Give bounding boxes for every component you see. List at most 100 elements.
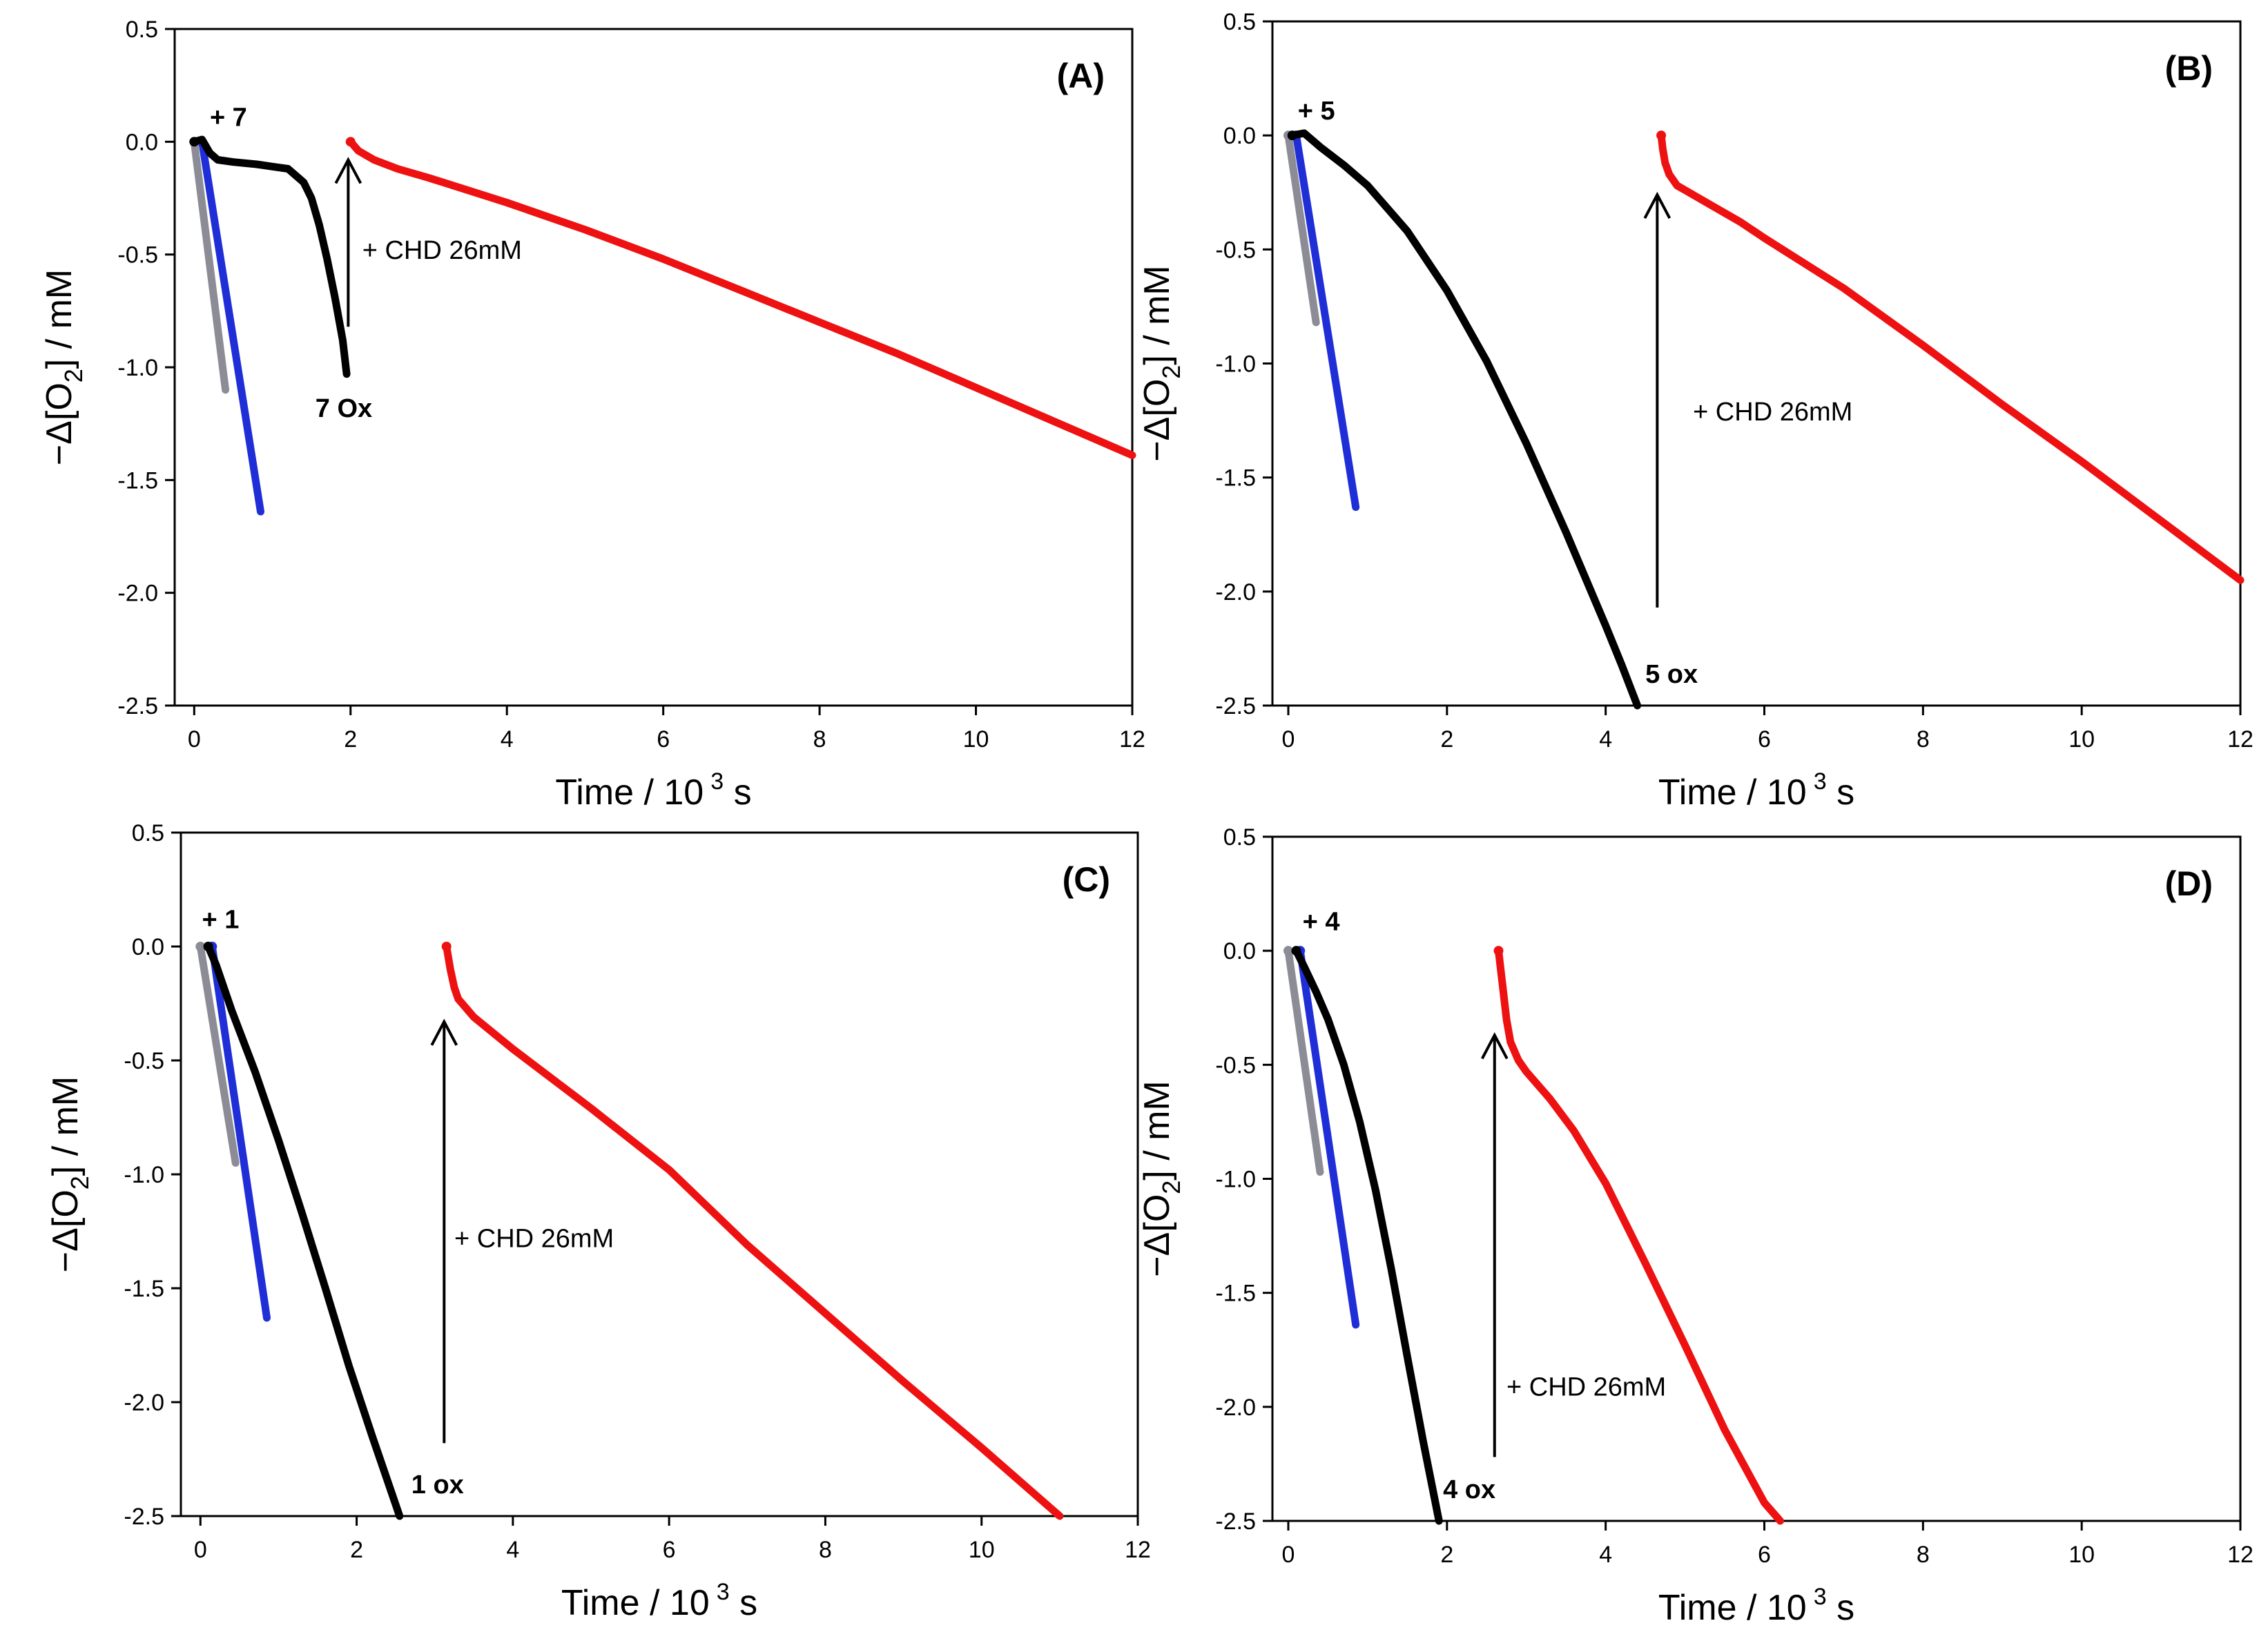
chd-arrow-head [1481,1032,1509,1060]
x-tick-label: 6 [657,726,670,753]
annotation: + 1 [202,906,240,935]
series-start-point-gray [195,942,206,951]
series-line-gray [196,942,240,1167]
x-axis-title-main: Time / 10 [555,773,704,813]
y-tick-label: 0.0 [1223,938,1256,964]
x-tick-label: 6 [663,1537,676,1563]
annotation: 5 ox [1645,660,1698,689]
x-tick-label: 8 [1917,1542,1930,1568]
x-axis-title-sup: 3 [1814,1584,1827,1610]
series-line-gray [190,137,230,394]
y-axis-title-sub: 2 [66,1176,94,1190]
y-axis-title-post: ] / mM [46,1076,86,1176]
series-line-red [1495,947,1784,1525]
x-tick-label: 4 [506,1537,519,1563]
panel-3: 0.5 0.0 -0.5 -1.0 -1.5 -2.0 -2.5 0 2 4 6 8 10 12 Time … [1137,824,2254,1628]
series-line-red [443,942,1064,1520]
series-start-point-gray [1283,946,1293,956]
series-line-blue [198,137,264,516]
panel-label: (B) [2165,49,2213,88]
panel-label: (D) [2165,864,2213,903]
x-tick-label: 8 [1917,726,1930,753]
annotation: 1 ox [411,1471,464,1499]
y-tick-label: 0.0 [132,934,164,960]
x-tick-label: 4 [1599,726,1612,753]
y-tick-label: -2.5 [1215,693,1256,719]
x-axis-title-unit: s [730,1583,757,1623]
series-start-point-red [441,942,452,951]
series-line-blue [208,942,271,1322]
series-start-point-red [1493,946,1504,956]
y-tick-label: 0.5 [1223,9,1256,35]
y-axis-title-pre: −Δ[O [1137,379,1177,462]
series-start-point-black [189,137,200,147]
y-axis-title-pre: −Δ[O [1137,1194,1177,1277]
x-tick-label: 2 [350,1537,363,1563]
x-axis-title-sup: 3 [710,768,724,795]
y-axis-title: −Δ[O2] / mM [39,269,88,465]
y-tick-label: -2.5 [1215,1508,1256,1535]
series-line-red [1657,131,2245,584]
y-axis-title-post: ] / mM [1137,1080,1177,1180]
panel-label: (C) [1063,860,1110,899]
y-axis-title: −Δ[O2] / mM [1137,265,1185,461]
series-start-point-black [1287,130,1297,141]
x-axis-title-main: Time / 10 [1658,773,1807,813]
x-tick-label: 10 [963,726,989,753]
y-tick-label: 0.5 [132,820,164,846]
annotation: + 7 [210,103,247,132]
y-tick-label: 0.0 [126,129,158,155]
x-tick-label: 0 [1282,726,1295,753]
annotation: + CHD 26mM [1506,1372,1666,1401]
y-tick-label: -1.0 [124,1162,164,1188]
x-tick-label: 2 [1440,726,1453,753]
y-tick-label: -2.0 [124,1390,164,1416]
y-tick-label: -0.5 [1215,237,1256,263]
x-tick-label: 6 [1758,1542,1771,1568]
y-axis-title-pre: −Δ[O [46,1190,86,1272]
y-tick-label: 0.0 [1223,123,1256,149]
chd-arrow-head [430,1018,458,1046]
x-tick-label: 6 [1758,726,1771,753]
series-line-blue [1292,131,1360,512]
annotation: + 4 [1303,907,1340,936]
x-tick-label: 12 [2227,726,2254,753]
y-axis-title-sub: 2 [1157,1181,1185,1194]
chd-arrow-head [1643,191,1671,219]
x-axis-title: Time / 10 3 s [561,1579,757,1623]
y-axis-title-sub: 2 [59,369,88,382]
y-tick-label: -1.0 [1215,351,1256,378]
y-axis-title: −Δ[O2] / mM [46,1076,94,1272]
series-line-black [1288,129,1642,710]
panel-2: 0.5 0.0 -0.5 -1.0 -1.5 -2.0 -2.5 0 2 4 6 8 10 12 Time … [46,820,1151,1623]
x-tick-label: 12 [1125,1537,1151,1563]
series-line-gray [1284,947,1324,1176]
x-tick-label: 0 [188,726,201,753]
x-tick-label: 10 [2068,726,2095,753]
y-axis-title-pre: −Δ[O [39,382,79,465]
series-line-red [347,137,1136,459]
x-tick-label: 10 [2068,1542,2095,1568]
series-start-point-red [345,137,356,147]
x-tick-label: 0 [1282,1542,1295,1568]
x-axis-title: Time / 10 3 s [555,768,751,813]
y-tick-label: -2.5 [117,693,158,719]
y-tick-label: -0.5 [124,1048,164,1074]
x-tick-label: 2 [344,726,357,753]
x-axis-title-main: Time / 10 [1658,1588,1807,1628]
x-axis-title: Time / 10 3 s [1658,1584,1854,1628]
series-start-point-red [1656,130,1667,141]
series-line-gray [1284,131,1320,327]
y-tick-label: -0.5 [117,242,158,269]
x-axis-title-unit: s [1827,773,1854,813]
annotation: + CHD 26mM [454,1225,614,1254]
annotation: 4 ox [1443,1475,1495,1504]
x-axis-title-sup: 3 [717,1579,730,1605]
y-tick-label: -2.5 [124,1504,164,1530]
x-axis-title-unit: s [1827,1588,1854,1628]
y-tick-label: -1.0 [1215,1167,1256,1193]
y-tick-label: 0.5 [1223,824,1256,851]
x-axis-title-main: Time / 10 [561,1583,710,1623]
y-tick-label: -2.0 [1215,1395,1256,1421]
y-axis-title-post: ] / mM [39,269,79,369]
